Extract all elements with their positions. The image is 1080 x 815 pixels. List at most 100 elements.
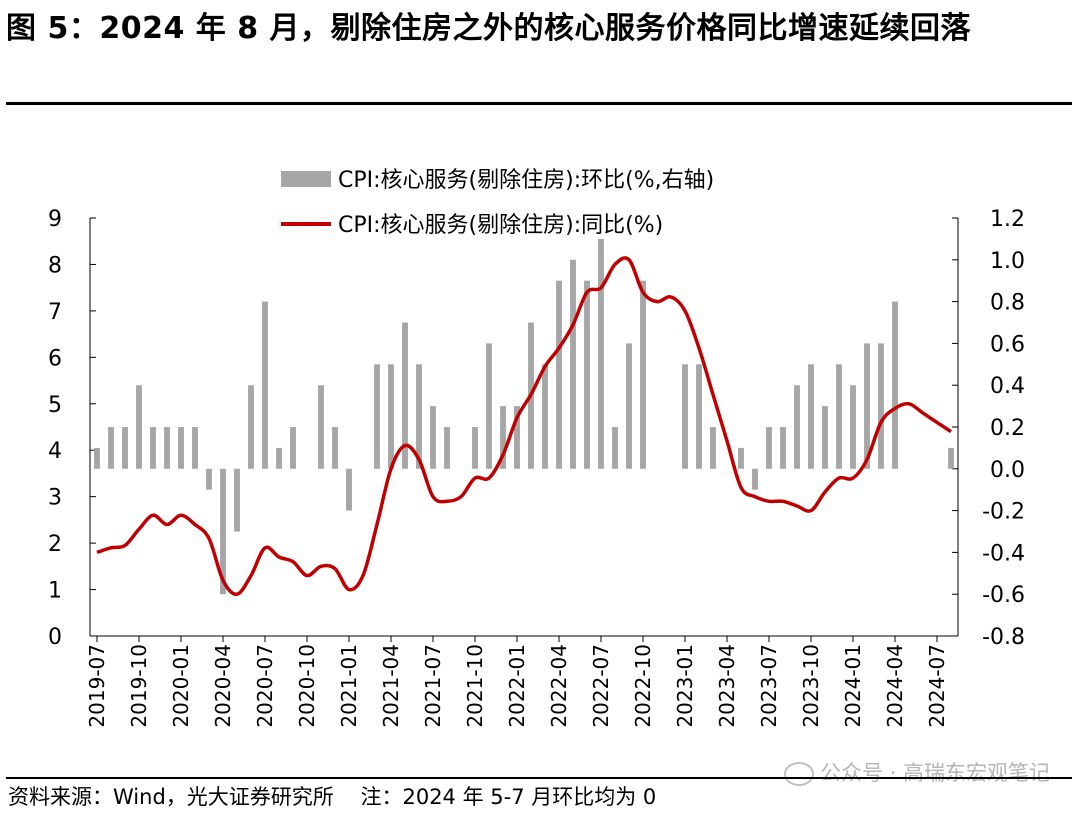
source-note: 资料来源：Wind，光大证券研究所 注：2024 年 5-7 月环比均为 0 <box>8 785 657 809</box>
left-axis-tick-label: 2 <box>48 532 62 557</box>
left-axis-tick-label: 5 <box>48 393 62 418</box>
right-axis-tick-label: -0.6 <box>982 583 1025 608</box>
mom-bar <box>640 280 646 469</box>
x-axis-tick-label: 2022-04 <box>547 644 571 728</box>
x-axis-tick-label: 2020-07 <box>253 644 277 728</box>
mom-bar <box>584 280 590 469</box>
x-axis-tick-label: 2024-04 <box>883 644 907 728</box>
x-axis-tick-label: 2020-10 <box>295 644 319 728</box>
mom-bar <box>94 447 100 469</box>
mom-bar <box>682 364 688 469</box>
mom-bar <box>136 385 142 469</box>
x-axis-tick-label: 2021-10 <box>463 644 487 728</box>
mom-bar <box>864 343 870 469</box>
mom-bar <box>780 427 786 469</box>
mom-bar <box>164 427 170 469</box>
mom-bar <box>402 322 408 469</box>
mom-bar <box>696 364 702 469</box>
mom-bar <box>808 364 814 469</box>
legend-bar-swatch <box>281 171 331 187</box>
combo-chart: CPI:核心服务(剔除住房):环比(%,右轴) CPI:核心服务(剔除住房):同… <box>48 168 1025 728</box>
legend-bar-label: CPI:核心服务(剔除住房):环比(%,右轴) <box>338 168 714 193</box>
mom-bar <box>178 427 184 469</box>
mom-bar <box>318 385 324 469</box>
left-axis-tick-label: 0 <box>48 625 62 650</box>
x-axis-tick-label: 2019-10 <box>127 644 151 728</box>
mom-bar <box>444 427 450 469</box>
mom-bar <box>248 385 254 469</box>
mom-bar <box>416 364 422 469</box>
title-divider <box>6 102 1072 105</box>
x-axis-tick-label: 2021-04 <box>379 644 403 728</box>
mom-bar <box>346 468 352 511</box>
x-axis-tick-label: 2020-04 <box>211 644 235 728</box>
mom-bar <box>276 447 282 469</box>
mom-bar <box>388 364 394 469</box>
mom-bar <box>752 468 758 490</box>
mom-bar <box>108 427 114 469</box>
left-axis-tick-label: 7 <box>48 300 62 325</box>
mom-bar <box>332 427 338 469</box>
mom-bar <box>430 406 436 469</box>
mom-bar <box>766 427 772 469</box>
mom-bar <box>514 406 520 469</box>
mom-bar <box>738 447 744 469</box>
right-axis-tick-label: -0.8 <box>982 625 1025 650</box>
mom-bar <box>892 301 898 469</box>
mom-bar <box>948 447 954 469</box>
mom-bar <box>612 427 618 469</box>
mom-bar <box>472 427 478 469</box>
mom-bar <box>220 468 226 595</box>
right-axis-tick-label: 0.8 <box>990 291 1025 316</box>
wechat-icon <box>783 762 814 786</box>
mom-bar <box>290 427 296 469</box>
bar-series <box>94 238 954 595</box>
x-axis-tick-label: 2022-10 <box>631 644 655 728</box>
mom-bar <box>850 385 856 469</box>
mom-bar <box>234 468 240 532</box>
mom-bar <box>710 427 716 469</box>
mom-bar <box>192 427 198 469</box>
watermark: 公众号 · 高瑞东宏观笔记 <box>783 757 1050 787</box>
right-axis-tick-label: 0.2 <box>990 416 1025 441</box>
left-axis-tick-label: 6 <box>48 346 62 371</box>
x-axis-tick-label: 2023-01 <box>673 644 697 728</box>
axes: 0 1 2 3 4 5 6 7 8 9 -0.8 -0.6 -0.4 -0.2 0.0 0.2 0.4 0.6 0.… <box>48 207 1025 728</box>
x-axis-tick-label: 2021-07 <box>421 644 445 728</box>
left-axis-tick-label: 8 <box>48 253 62 278</box>
x-axis-tick-label: 2023-10 <box>799 644 823 728</box>
right-axis-tick-label: 0.4 <box>990 374 1025 399</box>
x-axis-tick-label: 2022-01 <box>505 644 529 728</box>
mom-bar <box>878 343 884 469</box>
mom-bar <box>206 468 212 490</box>
watermark-text: 公众号 · 高瑞东宏观笔记 <box>819 761 1050 785</box>
mom-bar <box>822 406 828 469</box>
x-axis-tick-label: 2023-04 <box>715 644 739 728</box>
left-axis-tick-label: 9 <box>48 207 62 232</box>
right-axis-tick-label: 1.2 <box>990 207 1025 232</box>
mom-bar <box>626 343 632 469</box>
right-axis-tick-label: -0.2 <box>982 500 1025 525</box>
left-axis-tick-label: 4 <box>48 439 62 464</box>
x-axis-tick-label: 2022-07 <box>589 644 613 728</box>
x-axis-tick-label: 2024-01 <box>841 644 865 728</box>
mom-bar <box>262 301 268 469</box>
left-axis-tick-label: 1 <box>48 579 62 604</box>
mom-bar <box>598 238 604 469</box>
right-axis-tick-label: 0.0 <box>990 458 1025 483</box>
legend-line-label: CPI:核心服务(剔除住房):同比(%) <box>338 213 663 238</box>
mom-bar <box>374 364 380 469</box>
legend: CPI:核心服务(剔除住房):环比(%,右轴) CPI:核心服务(剔除住房):同… <box>281 168 714 238</box>
mom-bar <box>150 427 156 469</box>
mom-bar <box>542 364 548 469</box>
mom-bar <box>486 343 492 469</box>
mom-bar <box>500 406 506 469</box>
x-axis-tick-label: 2023-07 <box>757 644 781 728</box>
footer-divider <box>6 777 1072 779</box>
x-axis-tick-label: 2024-07 <box>925 644 949 728</box>
left-axis-tick-label: 3 <box>48 486 62 511</box>
right-axis-tick-label: 1.0 <box>990 249 1025 274</box>
mom-bar <box>794 385 800 469</box>
right-axis-tick-label: 0.6 <box>990 332 1025 357</box>
mom-bar <box>122 427 128 469</box>
